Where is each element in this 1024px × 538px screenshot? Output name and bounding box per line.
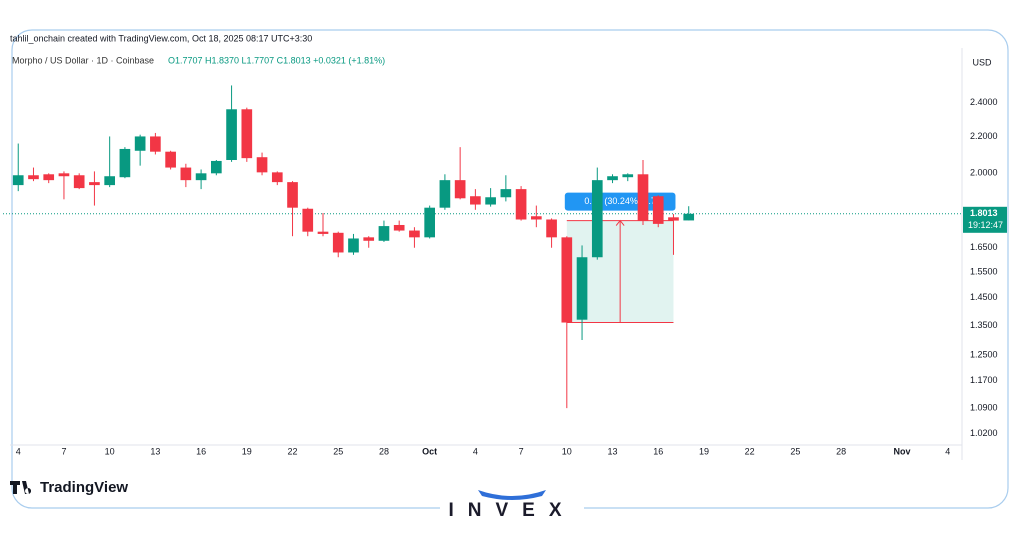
candle-body	[241, 109, 253, 159]
candle-body	[104, 176, 115, 186]
watermark-bg	[440, 496, 584, 524]
candle-body	[119, 148, 131, 178]
candle-body	[561, 237, 573, 323]
countdown: 19:12:47	[968, 220, 1003, 230]
x-tick-label: Oct	[422, 446, 437, 456]
candle-body	[470, 196, 481, 205]
last-price-box	[963, 206, 1007, 233]
candle-body	[165, 151, 176, 168]
logo: TradingView	[40, 479, 128, 496]
x-tick-label: 19	[699, 446, 709, 456]
candle-body	[409, 230, 420, 238]
candle-body	[531, 216, 542, 220]
logo-group: TradingView	[10, 479, 128, 496]
attribution: tahlil_onchain created with TradingView.…	[10, 33, 312, 43]
x-tick-label: 4	[945, 446, 950, 456]
candle-body	[287, 182, 298, 208]
x-tick-label: 4	[16, 446, 21, 456]
y-tick-label: 1.6500	[970, 242, 998, 252]
candle-body	[363, 237, 375, 241]
x-tick-label: 13	[608, 446, 618, 456]
candle-body	[439, 180, 451, 208]
watermark: INVEX	[448, 500, 575, 521]
candle-body	[58, 173, 70, 177]
candle-body	[607, 176, 618, 181]
candle-body	[195, 173, 207, 181]
candle-body	[546, 219, 557, 238]
candle-body	[637, 174, 649, 221]
x-tick-label: 10	[105, 446, 115, 456]
y-tick-label: 1.5500	[970, 266, 998, 276]
x-tick-label: 22	[288, 446, 298, 456]
x-tick-label: 25	[790, 446, 800, 456]
candle-body	[43, 174, 55, 181]
measure-label: 0.41 (30.24%) 4.7	[584, 196, 656, 206]
symbol: Morpho / US Dollar · 1D · Coinbase	[12, 55, 154, 65]
candle-body	[271, 172, 283, 183]
x-tick-label: 16	[196, 446, 206, 456]
x-tick-label: 19	[242, 446, 252, 456]
y-tick-label: 1.0900	[970, 403, 998, 413]
candle-body	[12, 175, 24, 186]
y-tick-label: 1.3500	[970, 320, 998, 330]
candle-body	[150, 136, 161, 152]
candle-body	[668, 217, 679, 221]
watermark-icon	[478, 490, 546, 500]
ohlc: O1.7707 H1.8370 L1.7707 C1.8013 +0.0321 …	[168, 55, 385, 65]
frame	[11, 29, 1009, 509]
candle-body	[622, 174, 634, 178]
x-tick-label: Nov	[894, 446, 911, 456]
candle-body	[134, 136, 146, 151]
logo-icon	[10, 481, 32, 494]
x-tick-label: 13	[150, 446, 160, 456]
x-tick-label: 7	[61, 446, 66, 456]
x-tick-label: 4	[473, 446, 478, 456]
candle-body	[332, 232, 344, 253]
last-price-label: 1.8013	[970, 208, 998, 218]
x-tick-label: 7	[519, 446, 524, 456]
currency: USD	[972, 57, 992, 67]
candle-body	[485, 197, 496, 205]
y-tick-label: 2.2000	[970, 131, 998, 141]
x-tick-label: 28	[379, 446, 389, 456]
candle-body	[515, 189, 527, 220]
candle-body	[683, 213, 695, 221]
y-tick-label: 1.4500	[970, 292, 998, 302]
candle-body	[424, 207, 435, 238]
x-tick-label: 16	[653, 446, 663, 456]
candle-body	[591, 180, 603, 258]
candle-body	[226, 109, 237, 161]
x-tick-label: 28	[836, 446, 846, 456]
x-tick-label: 25	[333, 446, 343, 456]
measure-arrow-head	[615, 219, 625, 226]
candle-body	[180, 167, 192, 181]
x-tick-label: 10	[562, 446, 572, 456]
candle-body	[89, 182, 100, 186]
candle-body	[73, 175, 85, 189]
candle-body	[211, 160, 222, 174]
y-tick-label: 2.0000	[970, 168, 998, 178]
candle-body	[576, 257, 588, 320]
candle-body	[28, 175, 39, 180]
candle-body	[378, 226, 390, 241]
x-tick-label: 22	[745, 446, 755, 456]
candle-body	[393, 224, 405, 231]
candle-body	[256, 157, 268, 173]
candle-body	[454, 180, 466, 199]
candle-body	[317, 231, 329, 234]
candle-body	[302, 208, 314, 232]
y-tick-label: 1.0200	[970, 428, 998, 438]
y-tick-label: 2.4000	[970, 97, 998, 107]
candle-body	[500, 189, 512, 198]
candle-body	[652, 196, 664, 224]
plot: 2.4000 2.2000 2.0000 1.6500 1.5500 1.4500 1.35…	[3, 85, 1007, 456]
y-tick-label: 1.2500	[970, 350, 998, 360]
candle-body	[348, 238, 359, 253]
y-tick-label: 1.1700	[970, 375, 998, 385]
